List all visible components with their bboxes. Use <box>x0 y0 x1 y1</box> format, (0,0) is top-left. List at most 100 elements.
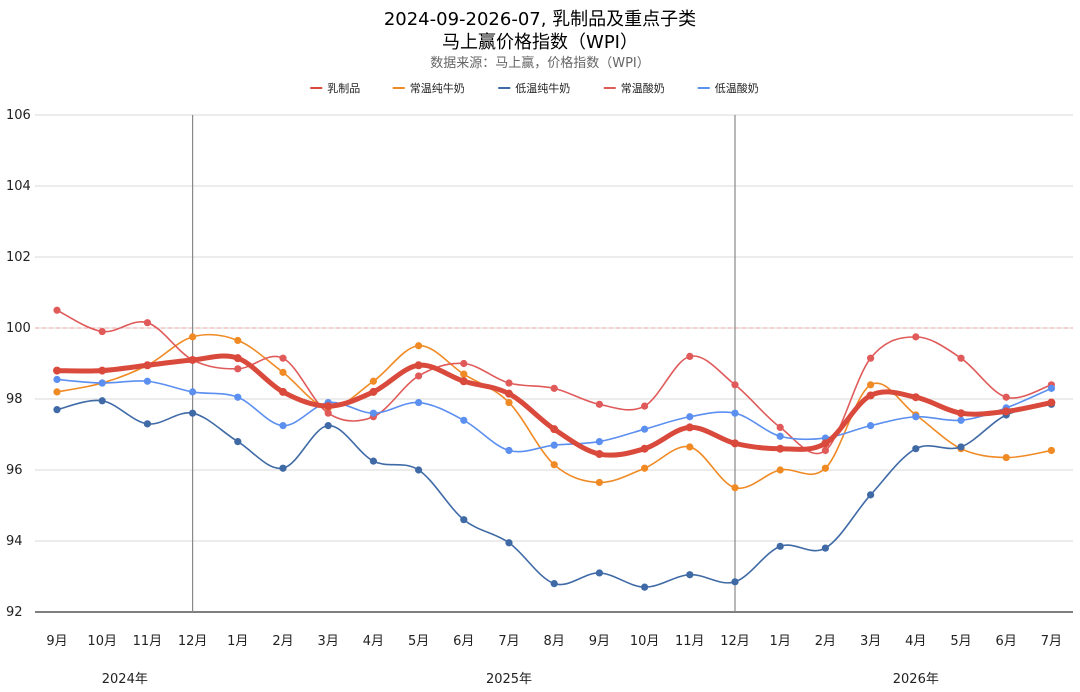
x-tick-label: 1月 <box>227 634 248 649</box>
data-point-3 <box>234 365 242 373</box>
data-point-4 <box>189 388 197 396</box>
data-point-1 <box>460 370 468 378</box>
data-point-4 <box>460 416 468 424</box>
data-point-4 <box>505 446 513 455</box>
y-tick-label: 102 <box>6 250 31 265</box>
data-point-3 <box>641 402 649 410</box>
x-tick-label: 7月 <box>1041 634 1062 649</box>
legend-label: 低温酸奶 <box>715 81 759 95</box>
chart-source: 数据来源：马上赢，价格指数（WPI） <box>430 56 650 71</box>
x-tick-label: 12月 <box>178 634 208 649</box>
x-tick-label: 10月 <box>87 634 117 649</box>
data-point-0 <box>233 354 242 363</box>
data-point-0 <box>776 444 785 453</box>
year-label: 2026年 <box>893 672 939 687</box>
data-point-2 <box>279 464 287 472</box>
data-point-3 <box>595 400 604 408</box>
y-tick-label: 92 <box>6 605 23 620</box>
data-point-4 <box>686 413 694 421</box>
data-point-4 <box>641 425 649 433</box>
data-point-2 <box>505 539 513 547</box>
data-point-0 <box>1047 398 1056 407</box>
data-point-4 <box>731 409 739 417</box>
data-point-3 <box>957 354 965 362</box>
data-point-4 <box>98 379 106 387</box>
data-point-4 <box>776 432 784 440</box>
data-point-0 <box>98 366 107 375</box>
data-point-1 <box>1002 453 1010 462</box>
x-tick-label: 11月 <box>133 634 163 649</box>
data-point-4 <box>912 413 920 421</box>
data-point-0 <box>595 450 604 459</box>
data-point-2 <box>53 406 61 414</box>
data-point-0 <box>685 423 694 432</box>
data-point-1 <box>731 484 739 492</box>
data-point-1 <box>279 368 287 376</box>
x-tick-label: 9月 <box>589 634 610 649</box>
x-tick-label: 7月 <box>498 634 519 649</box>
data-point-3 <box>776 423 784 431</box>
data-point-4 <box>1047 384 1055 392</box>
year-label: 2025年 <box>486 672 532 687</box>
x-tick-label: 5月 <box>950 634 971 649</box>
data-point-4 <box>53 375 61 384</box>
data-point-2 <box>324 422 332 430</box>
data-point-1 <box>505 398 513 407</box>
data-point-3 <box>912 333 920 341</box>
legend-label: 常温酸奶 <box>621 81 665 95</box>
data-point-3 <box>53 306 61 314</box>
data-point-1 <box>776 466 784 474</box>
data-point-2 <box>776 542 784 550</box>
y-tick-label: 94 <box>6 534 23 549</box>
data-point-2 <box>867 491 875 499</box>
x-tick-label: 3月 <box>860 634 881 649</box>
data-point-0 <box>911 393 920 402</box>
data-point-4 <box>595 438 604 446</box>
data-point-3 <box>686 352 694 360</box>
data-point-3 <box>550 384 558 392</box>
x-tick-label: 2月 <box>815 634 836 649</box>
data-point-0 <box>414 361 423 370</box>
data-point-4 <box>957 416 965 424</box>
chart-subtitle: 马上赢价格指数（WPI） <box>442 32 638 53</box>
data-point-2 <box>98 397 106 405</box>
data-point-3 <box>867 354 875 362</box>
data-point-0 <box>1002 407 1011 416</box>
data-point-4 <box>234 393 242 401</box>
data-point-3 <box>143 319 151 327</box>
data-point-4 <box>550 441 558 449</box>
y-tick-label: 98 <box>6 392 23 407</box>
data-point-2 <box>550 580 558 588</box>
data-point-0 <box>143 361 152 370</box>
x-tick-label: 4月 <box>363 634 384 649</box>
x-tick-label: 6月 <box>996 634 1017 649</box>
data-point-2 <box>912 445 920 453</box>
data-point-4 <box>279 422 287 430</box>
y-tick-label: 100 <box>6 321 31 336</box>
data-point-1 <box>189 333 197 341</box>
data-point-3 <box>98 327 106 336</box>
data-point-1 <box>415 342 423 350</box>
x-tick-label: 9月 <box>46 634 67 649</box>
data-point-2 <box>415 466 423 474</box>
data-point-2 <box>595 569 604 577</box>
data-point-0 <box>324 402 333 411</box>
y-tick-label: 106 <box>6 108 31 123</box>
chart-title: 2024-09-2026-07, 乳制品及重点子类 <box>383 9 697 30</box>
data-point-0 <box>279 387 287 396</box>
x-tick-label: 4月 <box>905 634 926 649</box>
data-point-0 <box>459 377 468 386</box>
data-point-1 <box>369 377 377 385</box>
x-tick-label: 3月 <box>318 634 339 649</box>
legend-label: 低温纯牛奶 <box>515 81 570 95</box>
x-tick-label: 6月 <box>453 634 474 649</box>
data-point-3 <box>1002 393 1010 401</box>
data-point-2 <box>460 516 468 524</box>
legend-label: 常温纯牛奶 <box>410 81 465 95</box>
x-tick-label: 12月 <box>720 634 750 649</box>
data-point-0 <box>866 391 875 400</box>
x-tick-label: 5月 <box>408 634 429 649</box>
data-point-1 <box>867 381 875 389</box>
data-point-1 <box>686 443 694 451</box>
data-point-3 <box>460 359 468 368</box>
